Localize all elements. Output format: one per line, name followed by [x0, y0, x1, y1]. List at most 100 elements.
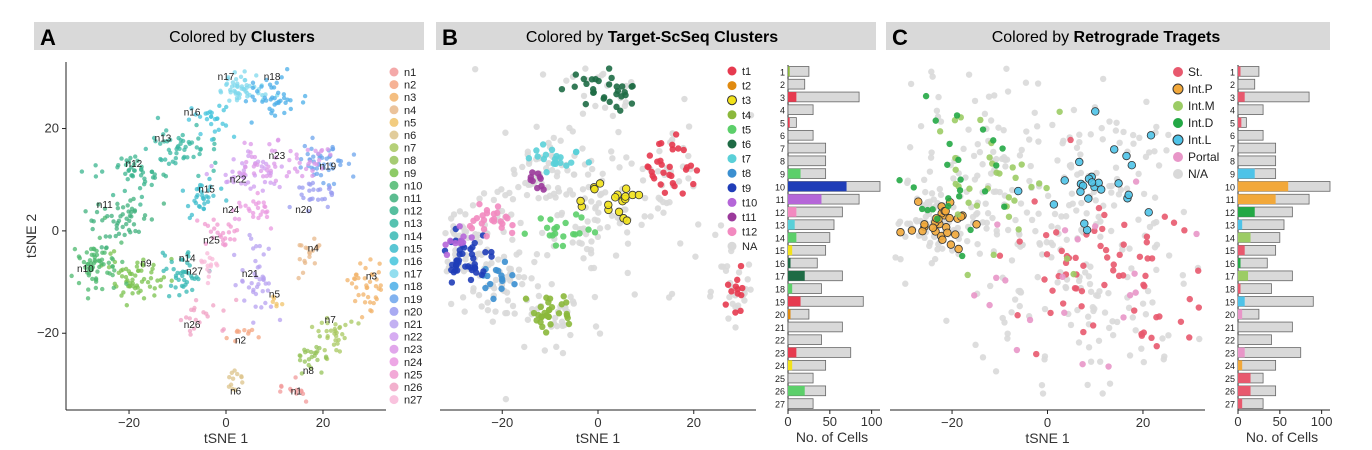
point [217, 103, 222, 108]
bar-total [787, 244, 827, 256]
point [563, 77, 570, 84]
point [660, 209, 667, 216]
point [605, 65, 613, 72]
bar-category-label: 16 [1225, 259, 1235, 269]
point [649, 172, 656, 180]
point [979, 161, 986, 168]
point [528, 275, 535, 282]
point [313, 350, 319, 356]
point [521, 343, 528, 351]
point [1014, 186, 1023, 196]
point [945, 195, 952, 202]
bar-colored [788, 360, 793, 371]
point [187, 316, 192, 321]
point [225, 76, 230, 82]
point [297, 185, 302, 190]
bar-colored [1238, 360, 1243, 371]
point [205, 263, 210, 268]
point [1144, 255, 1151, 262]
y-tick-label: 20 [45, 121, 59, 136]
point [251, 184, 257, 189]
point [83, 209, 88, 214]
point [268, 173, 273, 178]
point [579, 145, 586, 152]
legend-label: n10 [404, 180, 422, 192]
cluster-portal [971, 178, 1200, 370]
point [206, 188, 211, 193]
point [732, 309, 739, 316]
point [205, 251, 210, 256]
point [131, 222, 137, 227]
bar-category-label: 16 [775, 259, 785, 269]
point [1073, 207, 1080, 214]
point [1078, 199, 1085, 207]
point [180, 273, 185, 279]
cluster-label: n18 [264, 72, 281, 83]
point [133, 273, 138, 278]
point [158, 284, 163, 289]
point [687, 162, 695, 169]
legend-label: n16 [404, 256, 422, 268]
point [145, 279, 151, 285]
point [1140, 358, 1148, 366]
point [318, 172, 324, 178]
point [141, 216, 147, 221]
point [314, 245, 319, 250]
point [106, 265, 112, 270]
point [220, 230, 226, 236]
point [591, 229, 599, 236]
point [229, 176, 234, 181]
point [1097, 233, 1104, 240]
cluster-label: n17 [218, 72, 235, 83]
point [1092, 197, 1099, 204]
point [462, 211, 469, 218]
point [1000, 154, 1008, 161]
point [169, 259, 174, 265]
point [1041, 276, 1048, 283]
point [1086, 280, 1094, 288]
point [235, 83, 240, 89]
point [588, 238, 595, 245]
point [567, 293, 574, 301]
point [183, 315, 189, 320]
bar-total [1237, 155, 1277, 167]
point [1070, 270, 1077, 278]
point [170, 159, 176, 164]
point [1110, 145, 1119, 154]
point [1110, 202, 1118, 209]
point [207, 176, 212, 182]
point [333, 333, 339, 339]
point [1116, 139, 1123, 147]
point [1041, 353, 1049, 360]
point [476, 195, 483, 202]
point [189, 106, 194, 111]
legend-swatch [727, 110, 737, 120]
point [519, 163, 526, 171]
bar-total [1237, 321, 1293, 333]
legend-label: n3 [404, 92, 416, 104]
point [509, 221, 516, 229]
legend-swatch [389, 193, 399, 203]
point [596, 225, 604, 232]
point [251, 287, 256, 293]
cluster-t9 [441, 225, 495, 286]
point [310, 168, 315, 174]
point [212, 226, 217, 231]
legend-label: n24 [404, 357, 422, 369]
point [693, 167, 701, 174]
bar-category-label: 10 [1225, 182, 1235, 192]
point [219, 186, 224, 191]
point [250, 210, 256, 216]
point [319, 370, 324, 375]
point [297, 160, 302, 166]
legend-label: NA [742, 241, 758, 253]
point [504, 215, 511, 222]
legend-swatch [727, 168, 737, 178]
point [120, 224, 125, 230]
point [212, 141, 217, 147]
bar-total [787, 66, 810, 77]
cluster-label: n11 [97, 200, 113, 211]
point [1153, 241, 1161, 248]
point [279, 301, 285, 307]
point [442, 241, 449, 248]
